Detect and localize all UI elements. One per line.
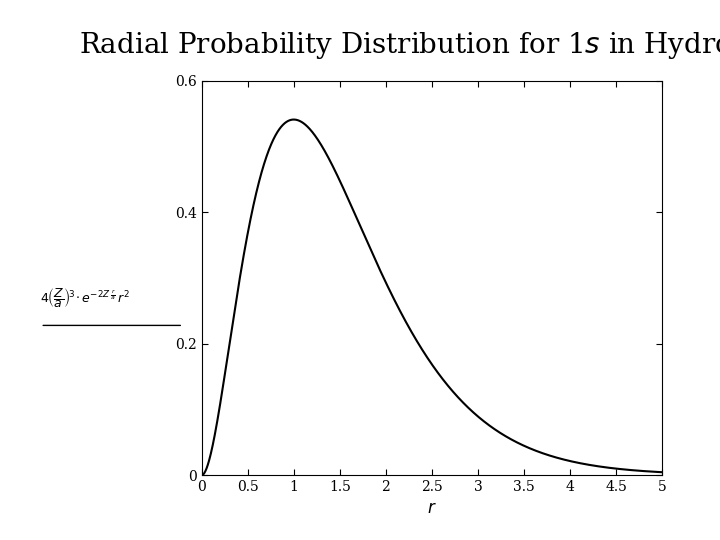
Title: Radial Probability Distribution for 1$s$ in Hydrogen: Radial Probability Distribution for 1$s$… — [79, 30, 720, 61]
Text: $4\left(\dfrac{Z}{a}\right)^{\!3}\!\cdot e^{-2Z\,\frac{r}{a}}\,r^{2}$: $4\left(\dfrac{Z}{a}\right)^{\!3}\!\cdot… — [40, 286, 130, 310]
X-axis label: $r$: $r$ — [427, 500, 437, 517]
